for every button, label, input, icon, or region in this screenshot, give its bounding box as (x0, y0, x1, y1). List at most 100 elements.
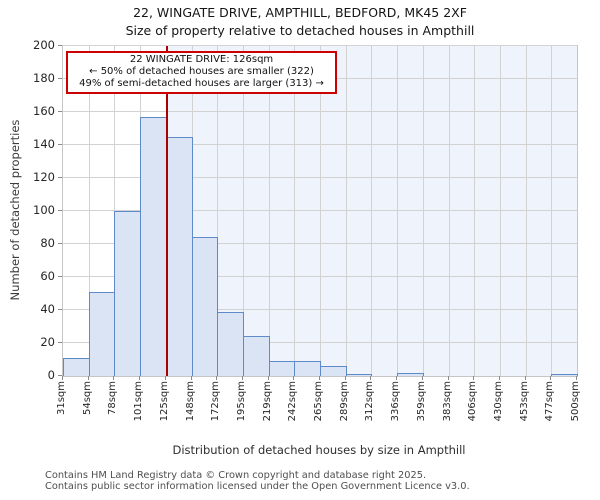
chart-title: 22, WINGATE DRIVE, AMPTHILL, BEDFORD, MK… (133, 5, 467, 20)
vertical-gridline (346, 46, 347, 376)
x-tick-label: 54sqm (82, 381, 93, 416)
x-tick-label: 336sqm (390, 381, 401, 422)
y-tick-mark (58, 45, 62, 46)
histogram-bar (217, 312, 244, 376)
vertical-gridline (243, 46, 244, 376)
footer-attribution-line-1: Contains HM Land Registry data © Crown c… (45, 470, 427, 481)
x-tick-label: 430sqm (493, 381, 504, 422)
x-tick-label: 289sqm (339, 381, 350, 422)
x-tick-mark (268, 376, 269, 380)
y-tick-label: 160 (33, 104, 55, 118)
histogram-bar (192, 237, 218, 376)
x-tick-label: 125sqm (159, 381, 170, 422)
x-tick-mark (370, 376, 371, 380)
vertical-gridline (217, 46, 218, 376)
y-tick-label: 60 (40, 269, 55, 283)
x-tick-mark (165, 376, 166, 380)
vertical-gridline (449, 46, 450, 376)
y-tick-label: 0 (47, 368, 55, 382)
x-tick-mark (191, 376, 192, 380)
y-tick-label: 120 (33, 170, 55, 184)
histogram-bar (166, 137, 193, 376)
y-tick-mark (58, 111, 62, 112)
y-tick-mark (58, 210, 62, 211)
vertical-gridline (551, 46, 552, 376)
y-tick-mark (58, 342, 62, 343)
vertical-gridline (371, 46, 372, 376)
x-tick-mark (319, 376, 320, 380)
x-tick-mark (448, 376, 449, 380)
x-tick-mark (499, 376, 500, 380)
vertical-gridline (526, 46, 527, 376)
y-tick-label: 20 (40, 335, 55, 349)
x-tick-label: 31sqm (56, 381, 67, 416)
x-tick-mark (113, 376, 114, 380)
vertical-gridline (397, 46, 398, 376)
chart-subtitle: Size of property relative to detached ho… (125, 23, 475, 38)
y-tick-mark (58, 276, 62, 277)
x-tick-mark (88, 376, 89, 380)
y-tick-mark (58, 243, 62, 244)
property-annotation-box: 22 WINGATE DRIVE: 126sqm ← 50% of detach… (66, 51, 337, 94)
x-tick-label: 195sqm (236, 381, 247, 422)
y-tick-mark (58, 144, 62, 145)
histogram-bar (294, 361, 321, 376)
x-tick-mark (242, 376, 243, 380)
y-tick-mark (58, 375, 62, 376)
horizontal-gridline (63, 45, 577, 46)
x-tick-mark (396, 376, 397, 380)
x-axis-title: Distribution of detached houses by size … (172, 443, 466, 457)
x-tick-mark (422, 376, 423, 380)
x-tick-mark (216, 376, 217, 380)
y-tick-label: 180 (33, 71, 55, 85)
vertical-gridline (423, 46, 424, 376)
x-tick-label: 500sqm (570, 381, 581, 422)
x-tick-mark (62, 376, 63, 380)
footer-attribution-line-2: Contains public sector information licen… (45, 481, 470, 492)
y-tick-mark (58, 177, 62, 178)
y-tick-label: 140 (33, 137, 55, 151)
annotation-line-1: 22 WINGATE DRIVE: 126sqm (129, 54, 274, 65)
x-tick-label: 242sqm (287, 381, 298, 422)
histogram-bar (89, 292, 115, 376)
x-tick-label: 312sqm (364, 381, 375, 422)
vertical-gridline (269, 46, 270, 376)
vertical-gridline (474, 46, 475, 376)
histogram-bar (551, 374, 578, 376)
histogram-bar (397, 373, 424, 376)
x-tick-mark (525, 376, 526, 380)
x-tick-mark (473, 376, 474, 380)
histogram-bar (269, 361, 295, 376)
x-tick-label: 406sqm (467, 381, 478, 422)
x-tick-mark (345, 376, 346, 380)
plot-area (62, 45, 578, 377)
x-tick-mark (550, 376, 551, 380)
histogram-bar (114, 211, 141, 376)
vertical-gridline (500, 46, 501, 376)
histogram-bar (346, 374, 372, 376)
annotation-line-2: ← 50% of detached houses are smaller (32… (89, 66, 314, 77)
x-tick-label: 101sqm (133, 381, 144, 422)
y-tick-label: 40 (40, 302, 55, 316)
property-size-marker-line (166, 46, 169, 376)
y-tick-label: 80 (40, 236, 55, 250)
vertical-gridline (294, 46, 295, 376)
x-tick-label: 453sqm (519, 381, 530, 422)
x-tick-label: 477sqm (544, 381, 555, 422)
x-tick-mark (576, 376, 577, 380)
vertical-gridline (320, 46, 321, 376)
x-tick-label: 383sqm (442, 381, 453, 422)
x-tick-label: 359sqm (416, 381, 427, 422)
x-tick-label: 78sqm (107, 381, 118, 416)
x-tick-label: 172sqm (210, 381, 221, 422)
y-tick-mark (58, 309, 62, 310)
vertical-gridline (89, 46, 90, 376)
x-tick-mark (293, 376, 294, 380)
y-tick-label: 100 (33, 203, 55, 217)
x-tick-label: 265sqm (313, 381, 324, 422)
histogram-bar (140, 117, 167, 376)
annotation-line-3: 49% of semi-detached houses are larger (… (79, 78, 324, 89)
histogram-bar (320, 366, 347, 376)
histogram-bar (243, 336, 270, 376)
